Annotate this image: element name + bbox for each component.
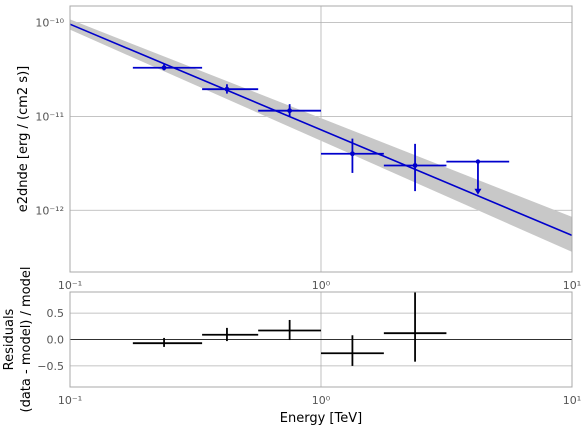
x-tick-label: 10⁰ [312,279,331,292]
y-axis-label: e2dnde [erg / (cm2 s)] [16,66,31,212]
flux-point-marker [161,65,167,71]
residual-point [321,335,384,366]
x-tick-label: 10⁻¹ [58,279,82,292]
residual-y-tick-label: 0.0 [47,334,65,347]
residual-axes-frame [69,291,573,388]
residual-x-tick-label: 10⁰ [312,394,331,407]
upper-limit-marker [475,159,481,164]
residual-panel: 10⁻¹ 10⁰ 10¹ −0.5 0.0 0.5 Energy [TeV] Residual… [2,267,581,426]
upper-limit-arrowhead [474,188,482,195]
residual-y-label-line2: (data - model) / model [19,267,34,413]
residual-x-tick-label: 10¹ [563,394,581,407]
flux-point [258,104,321,117]
x-tick-label: 10¹ [563,279,581,292]
residual-point [132,337,203,347]
flux-point-marker [350,151,355,157]
residual-y-label-line1: Residuals [2,308,17,370]
flux-point-marker [287,108,293,114]
flux-point [383,143,447,192]
residual-y-tick-label: −0.5 [37,360,64,373]
model-line [69,23,573,237]
y-tick-label: 10⁻¹⁰ [35,17,64,30]
spectrum-panel: 10⁻¹ 10⁰ 10¹ 10⁻¹² 10⁻¹¹ 10⁻¹⁰ e2dnde [erg / (… [16,5,581,292]
residual-y-tick-label: 0.5 [47,307,65,320]
flux-point-marker [412,163,418,168]
x-axis-label: Energy [TeV] [280,411,362,426]
y-tick-label: 10⁻¹² [35,204,64,217]
residual-point [383,292,447,362]
residual-x-tick-label: 10⁻¹ [58,394,82,407]
flux-point [321,138,384,173]
flux-point-marker [224,86,230,92]
upper-limit [446,159,510,195]
residual-point [202,327,259,342]
flux-point [202,84,259,94]
spectrum-axes-frame [69,5,573,273]
flux-point [132,64,203,71]
y-tick-label: 10⁻¹¹ [35,110,64,123]
residual-point [258,319,321,341]
